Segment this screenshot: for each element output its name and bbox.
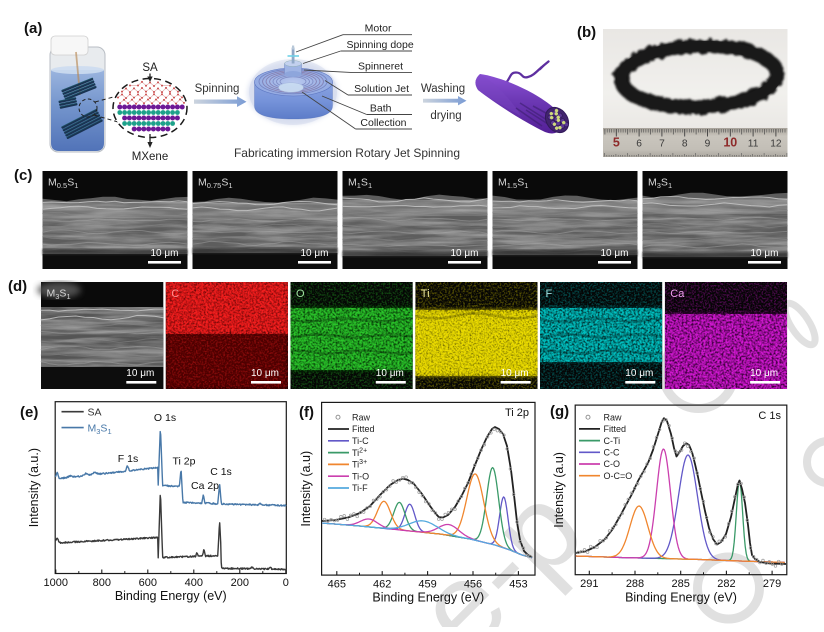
svg-text:M3S1: M3S1 [648, 177, 672, 191]
svg-text:F 1s: F 1s [118, 453, 138, 465]
svg-text:9: 9 [705, 139, 711, 150]
svg-text:drying: drying [430, 110, 461, 122]
svg-text:10 μm: 10 μm [151, 248, 179, 259]
svg-text:10 μm: 10 μm [301, 248, 329, 259]
svg-text:O-C=O: O-C=O [604, 471, 633, 481]
svg-text:10 μm: 10 μm [751, 248, 779, 259]
svg-text:(b): (b) [577, 24, 596, 41]
svg-text:10 μm: 10 μm [451, 248, 479, 259]
svg-text:282: 282 [717, 578, 735, 590]
svg-text:462: 462 [373, 579, 391, 591]
svg-text:O: O [296, 288, 305, 300]
svg-text:288: 288 [626, 578, 644, 590]
svg-text:MXene: MXene [132, 151, 168, 163]
svg-text:M0.75S1: M0.75S1 [198, 177, 233, 191]
svg-text:Bath: Bath [370, 103, 392, 115]
svg-text:Ti2+: Ti2+ [352, 447, 367, 458]
svg-text:Collection: Collection [360, 117, 406, 129]
svg-text:10 μm: 10 μm [601, 248, 629, 259]
svg-text:SA: SA [88, 407, 102, 419]
svg-text:(g): (g) [550, 403, 569, 420]
svg-text:1000: 1000 [44, 577, 68, 589]
svg-text:Ti 2p: Ti 2p [173, 456, 196, 468]
svg-text:Binding Energy (eV): Binding Energy (eV) [625, 591, 737, 605]
svg-text:(c): (c) [14, 167, 32, 184]
svg-text:10 μm: 10 μm [251, 368, 279, 379]
svg-text:(a): (a) [24, 20, 42, 37]
svg-text:12: 12 [770, 139, 782, 150]
svg-text:10 μm: 10 μm [376, 368, 404, 379]
svg-text:291: 291 [580, 578, 598, 590]
svg-text:SA: SA [142, 62, 158, 74]
svg-text:Ti-C: Ti-C [352, 436, 369, 446]
svg-text:M1.5S1: M1.5S1 [498, 177, 528, 191]
svg-text:Binding Energy (eV): Binding Energy (eV) [372, 591, 484, 605]
svg-text:Raw: Raw [352, 412, 371, 422]
svg-text:M3S1: M3S1 [47, 288, 71, 302]
svg-text:M3S1: M3S1 [88, 423, 112, 436]
svg-text:456: 456 [464, 579, 482, 591]
svg-text:Spinning dope: Spinning dope [347, 39, 414, 51]
svg-text:Ca: Ca [670, 288, 685, 300]
svg-text:285: 285 [672, 578, 690, 590]
svg-text:279: 279 [763, 578, 781, 590]
svg-text:C-Ti: C-Ti [604, 436, 621, 446]
svg-text:Ti-O: Ti-O [352, 471, 369, 481]
svg-text:6: 6 [636, 139, 642, 150]
svg-text:C-O: C-O [604, 459, 621, 469]
svg-text:(f): (f) [299, 404, 314, 421]
svg-text:Fitted: Fitted [604, 424, 627, 434]
svg-text:M0.5S1: M0.5S1 [48, 177, 78, 191]
svg-text:10 μm: 10 μm [750, 368, 778, 379]
svg-text:Washing: Washing [421, 83, 465, 95]
svg-text:Spinneret: Spinneret [358, 61, 403, 73]
svg-text:400: 400 [185, 577, 203, 589]
svg-text:Solution Jet: Solution Jet [354, 83, 409, 95]
svg-text:Raw: Raw [604, 412, 623, 422]
svg-text:11: 11 [748, 139, 759, 150]
svg-text:Intensity (a.u.): Intensity (a.u.) [27, 448, 41, 527]
svg-text:10: 10 [723, 136, 737, 150]
svg-text:Ti: Ti [421, 288, 430, 300]
svg-text:Ca 2p: Ca 2p [191, 480, 219, 492]
svg-text:Intensity (a.u): Intensity (a.u) [299, 451, 313, 527]
svg-text:M1S1: M1S1 [348, 177, 372, 191]
svg-text:453: 453 [509, 579, 527, 591]
svg-text:800: 800 [93, 577, 111, 589]
svg-text:0: 0 [283, 577, 289, 589]
svg-text:C-C: C-C [604, 448, 620, 458]
svg-text:5: 5 [613, 136, 620, 150]
svg-text:7: 7 [659, 139, 665, 150]
svg-text:Fabricating immersion Rotary J: Fabricating immersion Rotary Jet Spinnin… [234, 146, 460, 160]
svg-text:Intensity (a.u): Intensity (a.u) [552, 452, 566, 528]
svg-text:8: 8 [682, 139, 688, 150]
svg-text:Binding Energy (eV): Binding Energy (eV) [115, 589, 227, 603]
svg-text:600: 600 [139, 577, 157, 589]
svg-text:10 μm: 10 μm [625, 368, 653, 379]
svg-text:(e): (e) [20, 404, 38, 421]
svg-text:459: 459 [418, 579, 436, 591]
svg-text:Ti 2p: Ti 2p [505, 407, 529, 419]
svg-text:Ti3+: Ti3+ [352, 459, 367, 470]
svg-text:Spinning: Spinning [195, 83, 240, 95]
svg-text:10 μm: 10 μm [501, 368, 529, 379]
svg-text:C 1s: C 1s [210, 466, 232, 478]
svg-text:10 μm: 10 μm [126, 368, 154, 379]
svg-text:465: 465 [328, 579, 346, 591]
svg-text:Motor: Motor [365, 23, 392, 35]
svg-text:(d): (d) [8, 278, 27, 295]
svg-text:O 1s: O 1s [154, 412, 176, 424]
svg-text:Ti-F: Ti-F [352, 483, 368, 493]
svg-text:F: F [546, 288, 553, 300]
svg-text:200: 200 [231, 577, 249, 589]
svg-text:Fitted: Fitted [352, 424, 375, 434]
svg-text:C: C [171, 288, 179, 300]
svg-text:C 1s: C 1s [758, 410, 781, 422]
